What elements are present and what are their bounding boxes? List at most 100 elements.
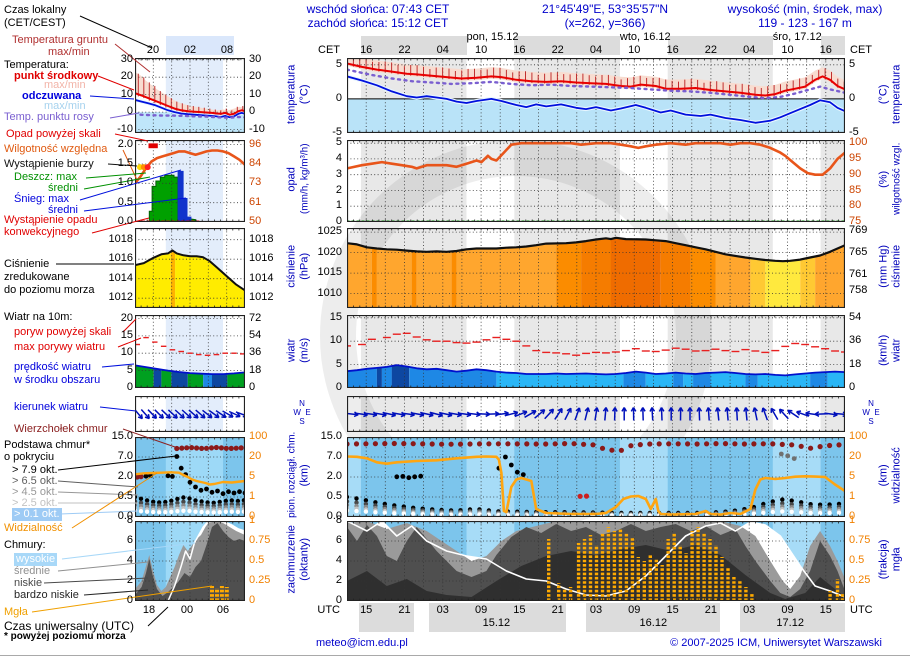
ytick-left-opad: 1 bbox=[335, 199, 342, 212]
ytick-left-m-zachmurzenie: 0 bbox=[126, 594, 133, 606]
utc-hour-label: 15 bbox=[819, 604, 832, 616]
ytick-right-temperatura: -5 bbox=[849, 126, 859, 138]
legend-kierunek: kierunek wiatru bbox=[14, 401, 88, 413]
cet-hour-label: 10 bbox=[474, 44, 488, 56]
legend-punkt-srodkowy: punkt środkowy bbox=[14, 70, 99, 82]
email-link[interactable]: meteo@icm.edu.pl bbox=[316, 637, 408, 649]
ytick-right-opad: 95 bbox=[849, 151, 862, 164]
legend-okt45: > 4.5 okt. bbox=[12, 486, 58, 498]
ytick-right-m-wiatr: 54 bbox=[249, 328, 262, 341]
ytick-right-m-wiatr: 0 bbox=[249, 381, 256, 393]
ytick-left-m-temperatura: 30 bbox=[120, 52, 133, 65]
ytick-left-m-temperatura: 0 bbox=[126, 105, 133, 118]
cet-hour-label: 22 bbox=[551, 44, 564, 56]
legend-czas-lokalny-2: (CET/CEST) bbox=[4, 17, 66, 29]
legend-burza: Wystąpienie burzy bbox=[4, 158, 94, 170]
date-label: 17.12 bbox=[776, 617, 804, 629]
cet-hour-label: 04 bbox=[589, 44, 603, 56]
utc-hour-label: 21 bbox=[704, 604, 718, 616]
mini-header-band bbox=[166, 36, 234, 55]
ytick-right-temperatura: 5 bbox=[849, 57, 856, 70]
copyright: © 2007-2025 ICM, Uniwersytet Warszawski bbox=[670, 637, 882, 649]
utc-hour-label: 03 bbox=[743, 604, 756, 616]
ytick-left-opad: 4 bbox=[335, 151, 342, 164]
ytick-right-m-podstawa: 5 bbox=[249, 470, 256, 482]
panel-temperatura bbox=[347, 58, 845, 133]
legend-cisnienie-3: do poziomu morza bbox=[4, 284, 95, 296]
mini-cet-hour: 08 bbox=[220, 44, 234, 56]
legend-punkt-rosy: Temp. punktu rosy bbox=[4, 111, 94, 123]
legend-temp-gruntu: Temperatura gruntu bbox=[12, 34, 108, 46]
ytick-left-temperatura: 5 bbox=[335, 57, 342, 70]
ytick-right-m-cisnienie: 1014 bbox=[249, 271, 274, 284]
legend-predkosc-2: w środku obszaru bbox=[14, 374, 101, 386]
altitude-label: wysokość (min, środek, max) bbox=[727, 2, 883, 16]
ytick-left-m-wiatr: 5 bbox=[126, 363, 133, 376]
panel-zachmurzenie bbox=[347, 521, 845, 601]
legend-odcz-maxmin: max/min bbox=[44, 100, 86, 112]
ytick-left-m-temperatura: 20 bbox=[120, 70, 133, 83]
utc-hour-label: 21 bbox=[398, 604, 411, 616]
ytick-right-m-cisnienie: 1012 bbox=[249, 291, 274, 304]
ytick-right-m-zachmurzenie: 0.25 bbox=[249, 574, 271, 586]
legend-podstawa-1: Podstawa chmur* bbox=[4, 439, 91, 451]
ytick-right-m-opad: 50 bbox=[249, 215, 262, 227]
header-night-band bbox=[514, 36, 620, 55]
legend-b-niskie: bardzo niskie bbox=[14, 589, 79, 601]
ytick-right-m-podstawa: 1 bbox=[249, 490, 256, 502]
panel-opad bbox=[347, 140, 845, 222]
ytick-left-podstawa-chmur: 15.0 bbox=[320, 430, 342, 442]
legend-deszcz-sredni: średni bbox=[48, 182, 78, 194]
legend-cisnienie-2: zredukowane bbox=[4, 271, 70, 283]
panel-wiatr bbox=[347, 315, 845, 388]
legend-widzialnosc: Widzialność bbox=[4, 522, 63, 534]
legend-niskie: niskie bbox=[14, 577, 43, 589]
ytick-left-wiatr: 5 bbox=[335, 357, 342, 370]
ytick-left-opad: 2 bbox=[335, 183, 342, 196]
legend-deszcz-max: Deszcz: max bbox=[14, 171, 77, 183]
gridpoint-text: (x=262, y=366) bbox=[564, 15, 646, 30]
legend-mgla: Mgła bbox=[4, 606, 28, 618]
legend-snieg-sredni: średni bbox=[48, 204, 78, 216]
ytick-left-podstawa-chmur: 7.0 bbox=[326, 450, 342, 462]
ytick-left-cisnienie: 1015 bbox=[317, 266, 342, 279]
ytick-right-opad: 90 bbox=[849, 167, 862, 180]
ytick-right-podstawa-chmur: 5 bbox=[849, 470, 856, 482]
ytick-left-m-zachmurzenie: 4 bbox=[126, 554, 133, 566]
legend-snieg-max: Śnieg: max bbox=[14, 193, 70, 205]
day-name-label: pon, 15.12 bbox=[466, 31, 519, 43]
ytick-right-m-wiatr: 18 bbox=[249, 363, 262, 376]
day-name-label: śro, 17.12 bbox=[772, 31, 822, 43]
legend-okt65: > 6.5 okt. bbox=[12, 475, 58, 487]
panel-cisnienie bbox=[347, 228, 845, 308]
mini-cet-hour: 20 bbox=[146, 44, 160, 56]
cet-hour-label: 10 bbox=[628, 44, 641, 56]
ytick-left-temperatura: 0 bbox=[335, 91, 342, 104]
panel-m-kierunek bbox=[135, 396, 245, 432]
ytick-left-m-cisnienie: 1012 bbox=[108, 291, 133, 304]
ytick-left-m-podstawa: 7.0 bbox=[117, 450, 133, 462]
ytick-right-zachmurzenie: 0.25 bbox=[849, 574, 871, 586]
ytick-left-wiatr: 0 bbox=[335, 381, 342, 393]
ytick-left-m-temperatura: -10 bbox=[117, 122, 133, 135]
altitude-values: 119 - 123 - 167 m bbox=[758, 15, 852, 30]
ytick-left-zachmurzenie: 2 bbox=[335, 574, 342, 586]
ytick-right-zachmurzenie: 0.5 bbox=[849, 554, 865, 566]
legend-wiatr-h: Wiatr na 10m: bbox=[4, 311, 73, 323]
cet-hour-label: 16 bbox=[666, 44, 679, 56]
ytick-right-m-zachmurzenie: 0 bbox=[249, 594, 256, 606]
ytick-left-zachmurzenie: 4 bbox=[335, 554, 342, 566]
ytick-right-m-wiatr: 36 bbox=[249, 346, 262, 359]
ytick-left-cisnienie: 1020 bbox=[317, 245, 342, 258]
utc-hour-label: 21 bbox=[551, 604, 564, 616]
ytick-right-cisnienie: 758 bbox=[849, 284, 868, 297]
legend-opad-powyzej: Opad powyżej skali bbox=[6, 128, 101, 140]
ytick-left-m-podstawa: 0.5 bbox=[117, 490, 133, 502]
ytitle-right-unit-zachmurzenie: (frakcja) bbox=[877, 539, 890, 580]
ytick-left-opad: 5 bbox=[335, 136, 342, 149]
legend-wierzcholek: Wierzchołek chmur bbox=[14, 423, 108, 435]
